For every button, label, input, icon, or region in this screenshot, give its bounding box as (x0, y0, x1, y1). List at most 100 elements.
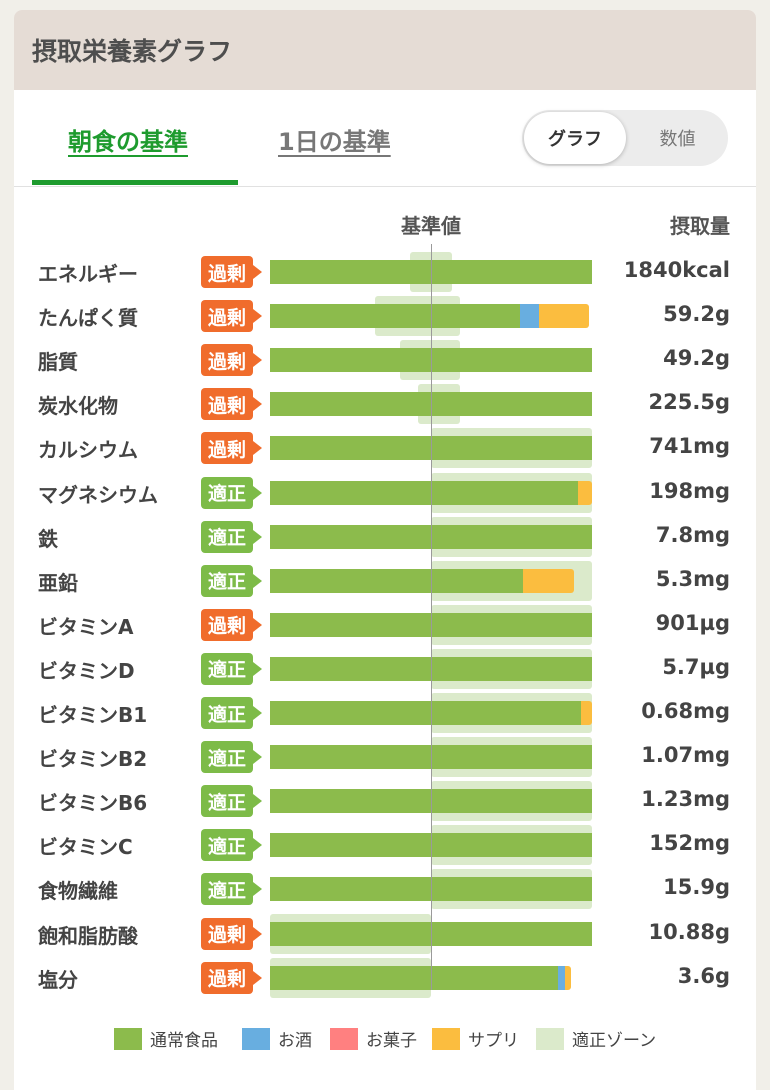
intake-amount: 198mg (649, 478, 730, 503)
intake-amount: 5.7µg (662, 654, 730, 679)
legend-swatch (432, 1027, 460, 1050)
status-badge: 過剰 (201, 432, 262, 465)
toggle-numeric-option[interactable]: 数値 (659, 129, 696, 150)
active-tab-indicator (32, 180, 238, 185)
nutrient-row: 脂質 過剰 49.2g (14, 338, 756, 382)
amount-column-header: 摂取量 (670, 214, 730, 238)
legend-label: 適正ゾーン (572, 1031, 657, 1051)
intake-amount: 901µg (655, 610, 730, 635)
card-title: 摂取栄養素グラフ (32, 37, 233, 66)
nutrient-row: ビタミンB1 適正 0.68mg (14, 691, 756, 735)
bar-segment-supplement (538, 304, 589, 329)
nutrient-name: ビタミンA (38, 614, 134, 639)
intake-amount: 1.23mg (641, 787, 730, 812)
nutrient-name: マグネシウム (38, 482, 158, 507)
legend-item-alcohol: お酒 (242, 1026, 312, 1051)
nutrient-name: たんぱく質 (38, 306, 138, 331)
status-badge: 過剰 (201, 961, 262, 994)
status-badge: 過剰 (201, 388, 262, 421)
tab-bar: 朝食の基準 1日の基準 グラフ 数値 (14, 90, 756, 187)
nutrient-graph-card: 摂取栄養素グラフ 朝食の基準 1日の基準 グラフ 数値 (14, 10, 756, 1090)
bar-segment-normal-food (270, 568, 523, 593)
nutrient-name: 脂質 (38, 350, 78, 375)
nutrient-name: ビタミンB6 (38, 791, 148, 816)
intake-amount: 3.6g (677, 963, 730, 988)
legend-label: お酒 (278, 1031, 312, 1051)
nutrient-row: 炭水化物 過剰 225.5g (14, 382, 756, 426)
bar-track (270, 294, 592, 338)
nutrient-name: ビタミンB1 (38, 703, 148, 727)
status-badge: 過剰 (201, 300, 262, 333)
legend-swatch (330, 1027, 358, 1050)
nutrient-name: 飽和脂肪酸 (38, 923, 138, 948)
card-header: 摂取栄養素グラフ (14, 10, 756, 90)
status-badge: 適正 (201, 520, 262, 553)
intake-amount: 7.8mg (655, 522, 730, 547)
tab-breakfast-standard[interactable]: 朝食の基準 (68, 128, 188, 156)
intake-amount: 10.88g (648, 919, 730, 944)
status-badge: 過剰 (201, 344, 262, 377)
status-badge: 過剰 (201, 917, 262, 950)
status-badge: 適正 (201, 652, 262, 685)
bar-segment-supplement (577, 480, 592, 505)
bar-segment-normal-food (270, 701, 581, 725)
bar-track (270, 471, 592, 515)
intake-amount: 15.9g (663, 875, 730, 900)
nutrient-name: 鉄 (38, 526, 58, 551)
bar-track (270, 426, 592, 470)
nutrient-row: ビタミンB2 適正 1.07mg (14, 735, 756, 779)
legend-swatch (536, 1027, 564, 1050)
intake-amount: 1840kcal (623, 258, 730, 282)
toggle-graph-option[interactable]: グラフ (524, 112, 626, 164)
nutrient-row: 塩分 過剰 3.6g (14, 956, 756, 1000)
legend-label: お菓子 (366, 1031, 417, 1051)
nutrient-row: マグネシウム 適正 198mg (14, 471, 756, 515)
nutrient-name: 食物繊維 (38, 879, 118, 904)
legend-swatch (242, 1027, 270, 1050)
nutrient-row: 食物繊維 適正 15.9g (14, 867, 756, 911)
legend-item-normal-food: 通常食品 (114, 1026, 218, 1051)
bar-track (270, 515, 592, 559)
bar-segment-normal-food (270, 480, 578, 505)
status-badge: 適正 (201, 697, 262, 729)
intake-amount: 59.2g (663, 302, 730, 327)
status-badge: 適正 (201, 564, 262, 597)
status-badge: 適正 (201, 476, 262, 509)
nutrient-row: 飽和脂肪酸 過剰 10.88g (14, 912, 756, 956)
nutrient-row: 亜鉛 適正 5.3mg (14, 559, 756, 603)
bar-segment-normal-food (270, 965, 559, 990)
intake-amount: 152mg (649, 831, 730, 856)
status-badge: 適正 (201, 785, 262, 818)
nutrient-row: ビタミンB6 適正 1.23mg (14, 779, 756, 823)
tab-daily-standard[interactable]: 1日の基準 (278, 128, 391, 156)
bar-track (270, 956, 592, 1000)
nutrient-name: エネルギー (38, 262, 138, 286)
legend-item-proper-zone: 適正ゾーン (536, 1026, 656, 1051)
bar-segment-alcohol (519, 304, 539, 329)
nutrient-row: カルシウム 過剰 741mg (14, 426, 756, 470)
intake-amount: 1.07mg (641, 743, 730, 768)
nutrient-name: ビタミンD (38, 658, 135, 683)
reference-column-header: 基準値 (401, 214, 461, 238)
status-badge: 適正 (201, 829, 262, 862)
nutrient-row: ビタミンD 適正 5.7µg (14, 647, 756, 691)
nutrient-name: ビタミンC (38, 835, 133, 860)
nutrient-name: ビタミンB2 (38, 747, 148, 772)
nutrient-name: 塩分 (38, 967, 78, 992)
intake-amount: 0.68mg (641, 699, 730, 723)
nutrient-name: カルシウム (38, 438, 138, 463)
nutrient-row: ビタミンA 過剰 901µg (14, 603, 756, 647)
view-toggle[interactable]: グラフ 数値 (522, 110, 728, 166)
status-badge: 過剰 (201, 608, 262, 641)
bar-segment-supplement (522, 568, 575, 593)
bar-segment-normal-food (270, 304, 520, 329)
legend-swatch (114, 1027, 142, 1050)
intake-amount: 741mg (649, 434, 730, 459)
bar-track (270, 559, 592, 603)
intake-amount: 5.3mg (655, 566, 730, 591)
status-badge: 適正 (201, 741, 262, 774)
nutrient-row: たんぱく質 過剰 59.2g (14, 294, 756, 338)
legend-label: サプリ (468, 1031, 519, 1051)
bar-segment-alcohol (558, 965, 565, 990)
nutrient-row: エネルギー 過剰 1840kcal (14, 250, 756, 294)
